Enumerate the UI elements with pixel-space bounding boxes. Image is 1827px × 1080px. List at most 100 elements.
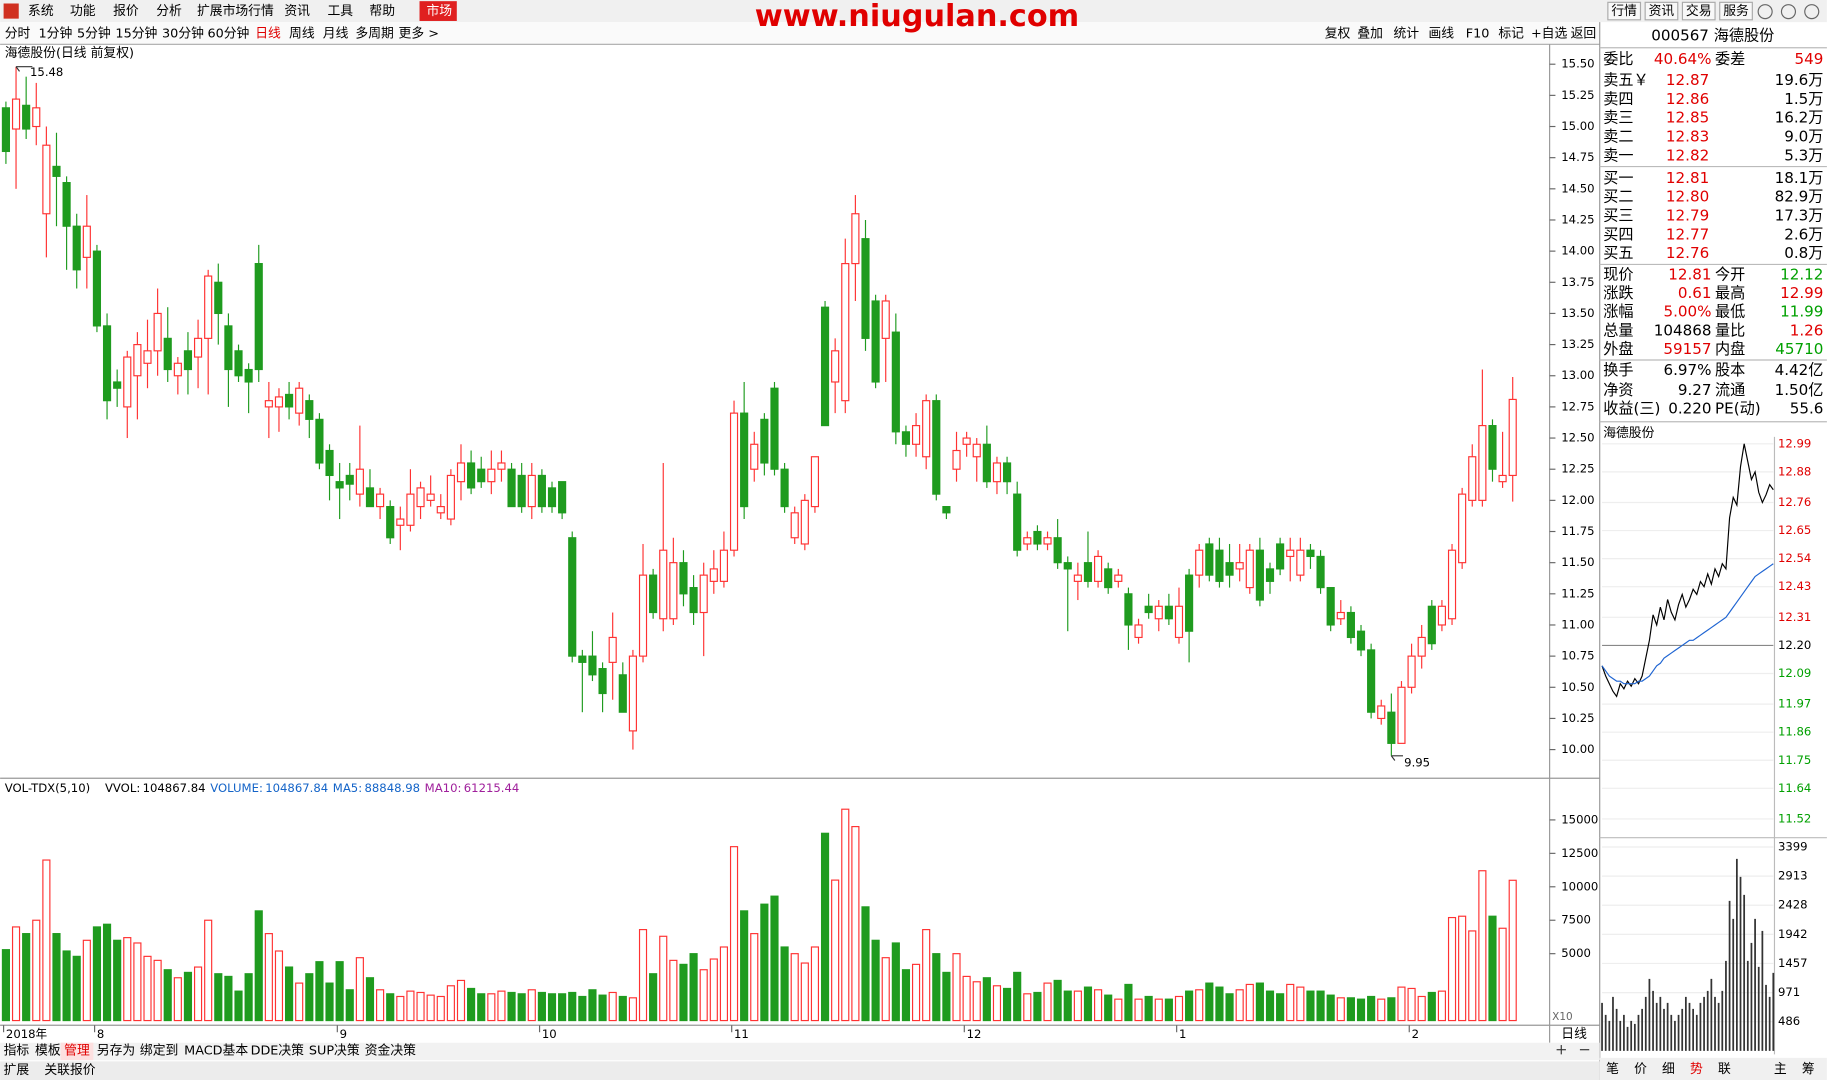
x-tick-label: 8 [97, 1027, 104, 1041]
side-tab[interactable]: 价 [1634, 1062, 1647, 1077]
volume-bar [335, 961, 344, 1022]
volume-bar [1468, 930, 1477, 1022]
period-tab[interactable]: 日线 [255, 26, 281, 41]
volume-bar [1265, 990, 1275, 1022]
volume-bar [416, 991, 425, 1022]
menu-item[interactable]: 分析 [156, 4, 182, 19]
candle-body [416, 487, 425, 508]
min-arrow [1390, 755, 1404, 761]
y-tick-label: 11.75 [1778, 753, 1811, 767]
period-tab[interactable]: 多周期 [355, 26, 393, 41]
menu-item[interactable]: 市场 [427, 3, 453, 19]
indicator-name: VOLUME: [210, 781, 263, 795]
side-tab[interactable]: 笔 [1606, 1061, 1619, 1077]
menu-item[interactable]: 报价 [113, 4, 139, 19]
period-tab[interactable]: 周线 [289, 26, 315, 41]
top-button-label[interactable]: 服务 [1723, 3, 1749, 19]
volume-bar [527, 989, 536, 1022]
menu-item[interactable]: 工具 [327, 4, 353, 19]
side-tab[interactable]: 联 [1718, 1062, 1731, 1077]
indicator-name: VVOL: [105, 781, 140, 795]
bottom-tab[interactable]: 另存为 [97, 1043, 135, 1058]
volume-bar [1245, 983, 1254, 1022]
bottom-tab[interactable]: 资金决策 [365, 1042, 416, 1058]
side-tab[interactable]: 筹 [1802, 1061, 1815, 1077]
window-button[interactable] [1804, 4, 1820, 20]
quote-value: 40.64% [1654, 50, 1712, 68]
bottom-tab[interactable]: 指标 [4, 1043, 30, 1058]
candle-body [679, 562, 688, 595]
period-tab[interactable]: 5分钟 [77, 25, 111, 41]
period-tab[interactable]: 15分钟 [115, 25, 157, 41]
top-button[interactable] [1607, 1, 1642, 21]
period-tab[interactable]: 30分钟 [162, 25, 204, 41]
candle-body [952, 449, 961, 470]
side-tab[interactable]: 主 [1774, 1062, 1787, 1077]
order-label: 卖四 [1603, 90, 1633, 108]
tool-button[interactable]: 复权 [1325, 25, 1351, 41]
side-tab[interactable]: 细 [1662, 1062, 1675, 1077]
bottom-tab[interactable]: 绑定到 [140, 1043, 178, 1058]
menu-item[interactable]: 功能 [70, 4, 96, 19]
tool-button[interactable]: 画线 [1428, 26, 1454, 41]
period-tab[interactable]: 更多 > [399, 26, 439, 41]
candle-body [810, 456, 820, 508]
candle-body [1397, 686, 1406, 744]
bottom-tab[interactable]: 管理 [64, 1043, 90, 1058]
y-tick-label: 12.09 [1778, 666, 1811, 680]
tool-button[interactable]: 统计 [1394, 26, 1420, 41]
volume-bar [810, 946, 820, 1022]
order-label: 卖二 [1603, 128, 1633, 146]
bottom-tab[interactable]: 模板 [35, 1043, 61, 1058]
period-tab[interactable]: 分时 [5, 26, 31, 41]
tool-button[interactable]: +自选 [1531, 26, 1568, 41]
y-tick-label: 10000 [1561, 879, 1598, 893]
volume-bar [22, 933, 31, 1022]
top-button[interactable] [1681, 1, 1716, 21]
status-item[interactable]: 扩展 [4, 1063, 30, 1078]
y-tick-label: 12.50 [1561, 431, 1594, 445]
tool-button[interactable]: F10 [1466, 26, 1490, 41]
bottom-tab[interactable]: MACD基本 [184, 1043, 248, 1058]
tool-button[interactable]: 返回 [1571, 26, 1597, 41]
menu-item[interactable]: 系统 [28, 4, 54, 19]
quote-label: 委差 [1715, 50, 1745, 68]
menu-item[interactable]: 帮助 [369, 4, 395, 19]
candle-body [1083, 562, 1093, 582]
window-button[interactable] [1780, 4, 1797, 20]
indicator-value: 104867.84 [265, 781, 328, 795]
bottom-tab[interactable]: SUP决策 [309, 1042, 360, 1058]
volume-bar [1073, 990, 1082, 1022]
status-item[interactable]: 关联报价 [44, 1063, 95, 1078]
period-tab[interactable]: 1分钟 [39, 25, 73, 41]
top-button-label[interactable]: 交易 [1686, 3, 1712, 19]
candle-body [82, 225, 91, 258]
candle-body [386, 506, 395, 539]
period-tab[interactable]: 60分钟 [207, 25, 249, 41]
candle-body [1255, 549, 1264, 601]
volume-bar [942, 971, 951, 1022]
tool-button[interactable]: 叠加 [1357, 26, 1383, 41]
candle-body [92, 250, 102, 327]
side-tab[interactable]: 势 [1690, 1061, 1703, 1077]
bottom-tab[interactable]: DDE决策 [251, 1042, 305, 1058]
tool-button[interactable]: 标记 [1498, 26, 1524, 41]
volume-bar [133, 942, 142, 1022]
top-button-label[interactable]: 资讯 [1649, 4, 1675, 19]
volume-bar [163, 969, 172, 1022]
candle-body [254, 263, 263, 371]
candle-body [831, 350, 840, 383]
min-label: 9.95 [1404, 755, 1430, 769]
stat-value: 11.99 [1780, 303, 1823, 321]
y-tick-label: 11.00 [1561, 617, 1594, 631]
menu-item[interactable]: 资讯 [284, 4, 310, 19]
top-button[interactable] [1719, 1, 1753, 21]
top-button-label[interactable]: 行情 [1611, 4, 1637, 19]
period-tab[interactable]: 月线 [323, 26, 349, 41]
volume-bar [1397, 986, 1406, 1022]
candle-body [406, 493, 415, 526]
window-button[interactable] [1757, 4, 1773, 20]
volume-bar [517, 993, 526, 1022]
top-button[interactable] [1644, 1, 1679, 21]
menu-item[interactable]: 扩展市场行情 [197, 3, 274, 19]
